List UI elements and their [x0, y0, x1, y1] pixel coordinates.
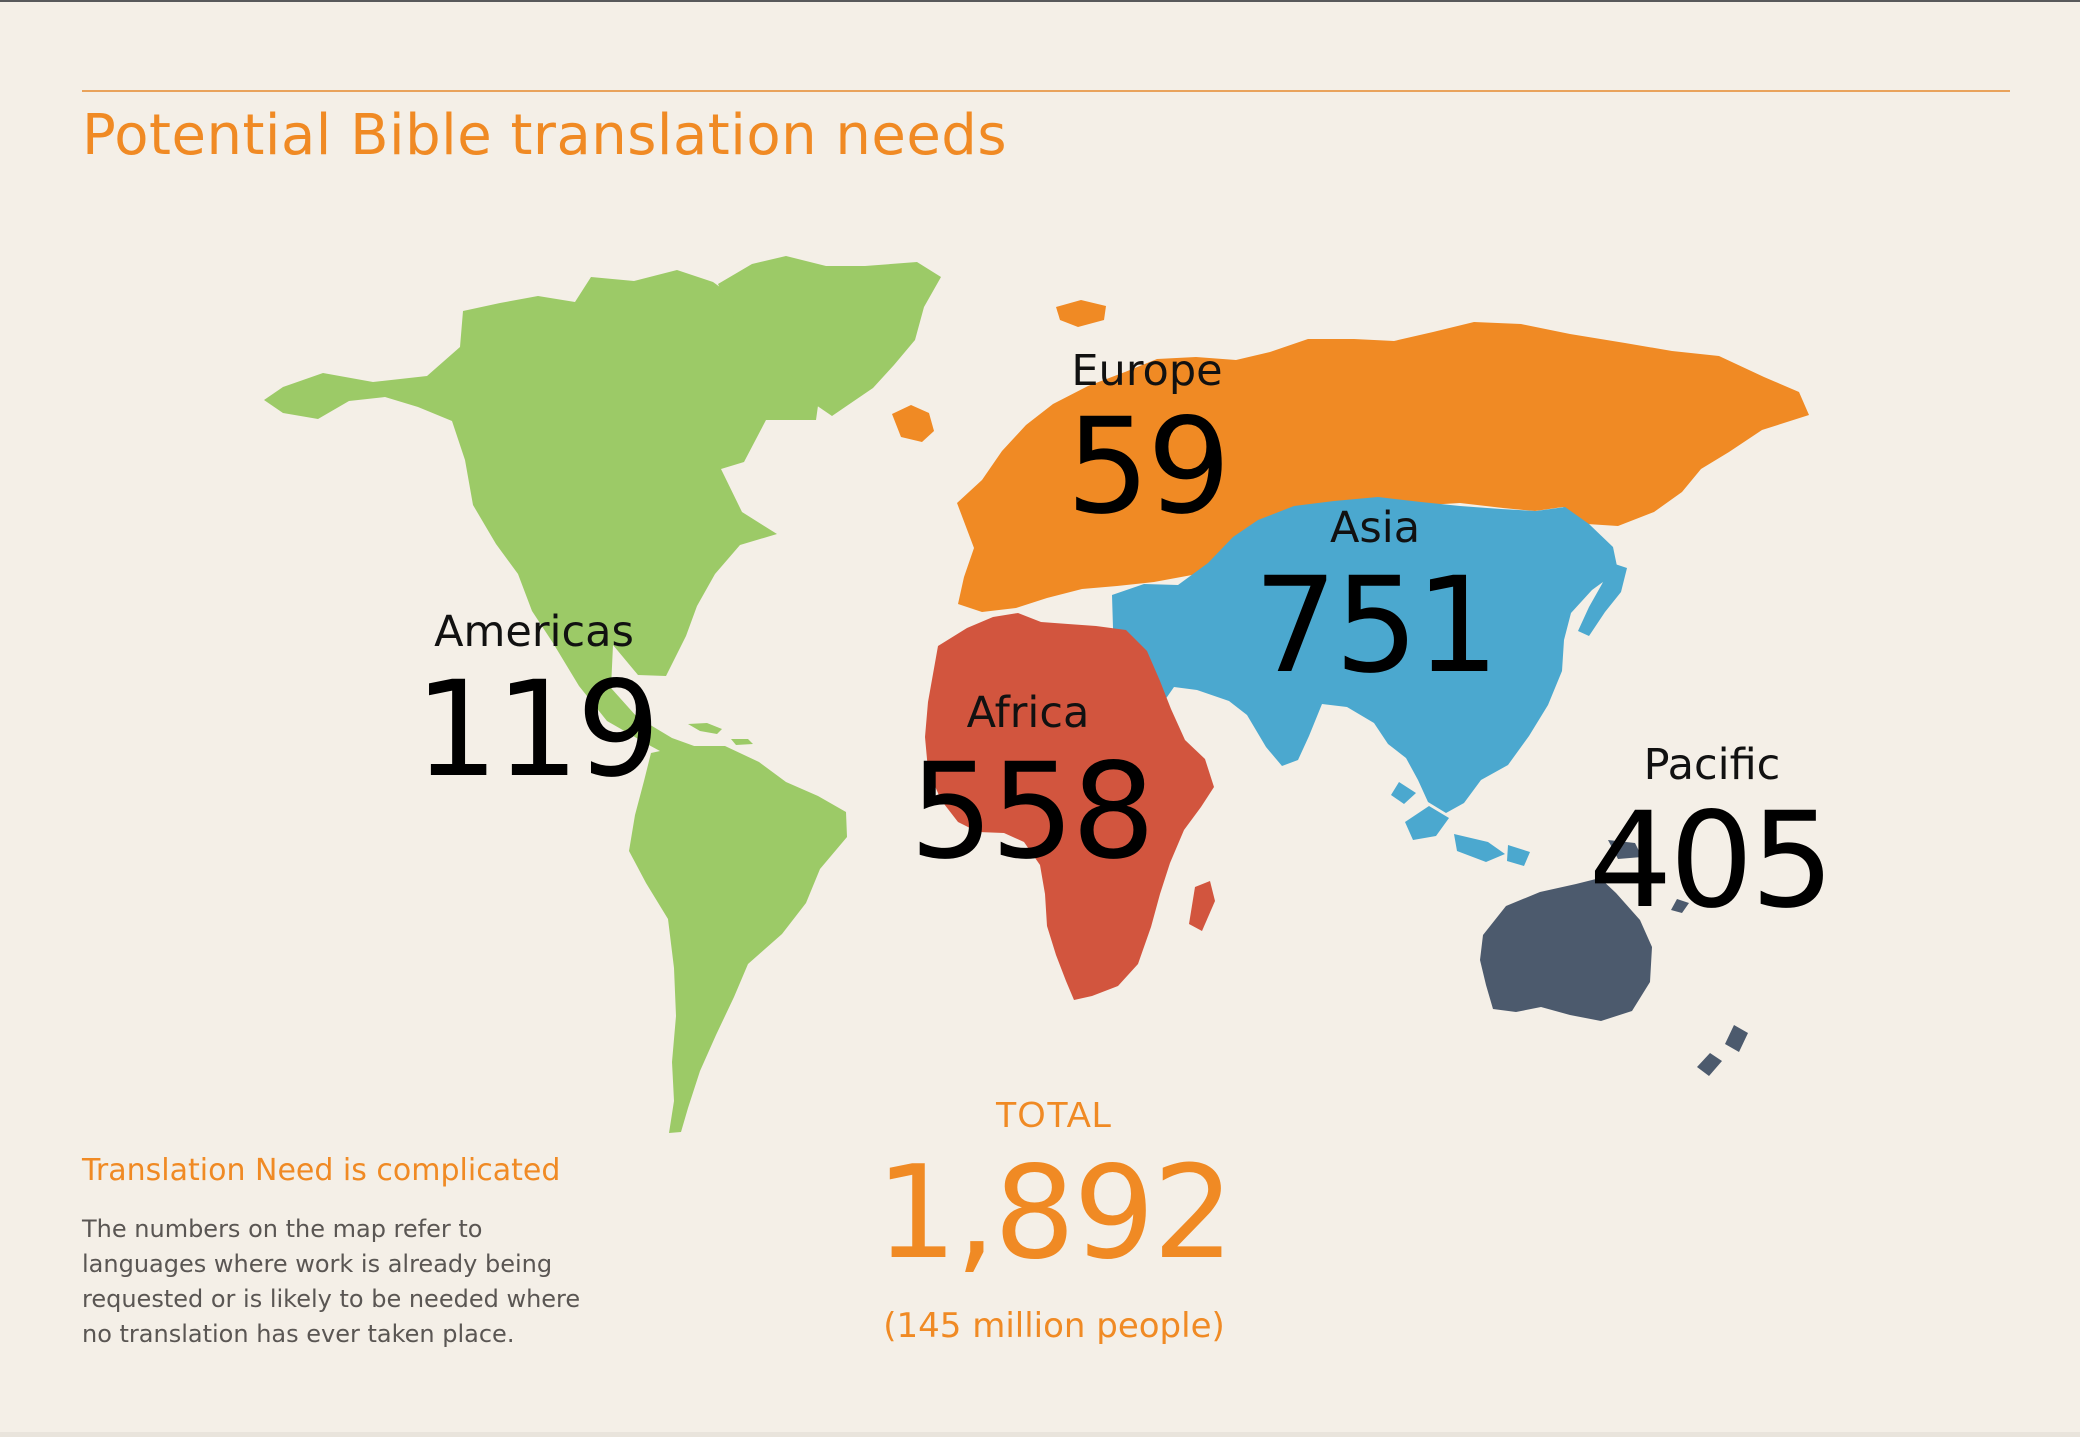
total-value: 1,892	[875, 1139, 1234, 1288]
africa-landmass	[925, 613, 1214, 1000]
southeast-asia-islands	[1391, 782, 1530, 866]
region-count-asia: 751	[1253, 549, 1500, 703]
uk-ireland-landmass	[892, 405, 934, 442]
europe-landmass	[957, 322, 1809, 612]
africa-region	[925, 613, 1215, 1000]
europe-region	[892, 300, 1809, 612]
top-border	[0, 0, 2080, 2]
australia-landmass	[1480, 878, 1652, 1021]
region-count-americas: 119	[414, 653, 661, 807]
americas-region	[264, 256, 941, 1133]
asia-region	[1112, 497, 1627, 866]
total-label: TOTAL	[995, 1094, 1113, 1135]
caribbean-islands	[688, 723, 753, 745]
note-heading: Translation Need is complicated	[82, 1153, 561, 1188]
total-people: (145 million people)	[883, 1306, 1225, 1346]
region-name-europe: Europe	[1071, 346, 1223, 396]
region-name-asia: Asia	[1329, 503, 1421, 553]
south-america-landmass	[629, 746, 847, 1133]
north-america-landmass	[264, 270, 822, 772]
iceland-landmass	[1056, 300, 1106, 327]
region-count-europe: 59	[1066, 390, 1231, 544]
region-name-pacific: Pacific	[1643, 740, 1781, 790]
madagascar-landmass	[1189, 881, 1215, 931]
title-rule	[82, 90, 2010, 92]
asia-landmass	[1112, 497, 1618, 813]
region-name-africa: Africa	[966, 688, 1090, 738]
new-zealand-islands	[1697, 1025, 1748, 1076]
page-title: Potential Bible translation needs	[82, 103, 1007, 168]
region-count-africa: 558	[909, 735, 1156, 889]
japan-islands	[1578, 563, 1627, 636]
greenland-landmass	[718, 256, 941, 416]
note-body: The numbers on the map refer to language…	[82, 1215, 581, 1348]
pacific-region	[1480, 840, 1748, 1076]
region-count-pacific: 405	[1588, 784, 1835, 938]
bottom-band	[0, 1432, 2080, 1437]
pacific-islands	[1608, 840, 1689, 913]
region-name-americas: Americas	[434, 607, 634, 657]
